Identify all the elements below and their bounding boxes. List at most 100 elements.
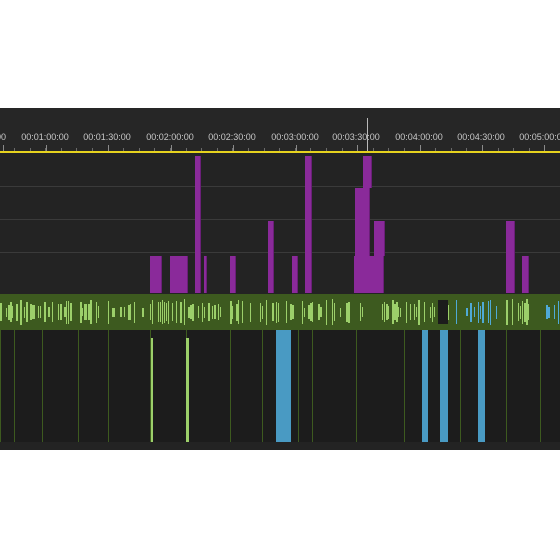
audio-clip-selected[interactable] bbox=[440, 330, 448, 442]
audio-clip-line[interactable] bbox=[298, 330, 299, 442]
timecode-label: 00:01:00:00 bbox=[21, 132, 69, 142]
audio-clip-line[interactable] bbox=[230, 330, 231, 442]
audio-waveform-line bbox=[424, 302, 425, 322]
audio-waveform-line bbox=[348, 301, 350, 323]
audio-waveform-line bbox=[166, 303, 167, 321]
audio-waveform-line bbox=[90, 300, 92, 324]
audio-waveform-line bbox=[260, 302, 261, 322]
audio-clip-line[interactable] bbox=[312, 330, 313, 442]
audio-waveform-line bbox=[44, 302, 46, 322]
audio-waveform-line bbox=[164, 301, 165, 323]
video-clip[interactable] bbox=[363, 156, 372, 188]
ruler-tick bbox=[466, 148, 467, 151]
audio-clip-line[interactable] bbox=[540, 330, 541, 442]
audio-waveform-line bbox=[128, 304, 130, 320]
timecode-label: 00 bbox=[0, 132, 7, 142]
audio-track-2[interactable] bbox=[0, 330, 560, 442]
audio-waveform-line bbox=[6, 307, 7, 317]
ruler-tick bbox=[30, 148, 31, 151]
audio-clip-line[interactable] bbox=[262, 330, 263, 442]
audio-waveform-line bbox=[548, 306, 550, 318]
audio-track-1[interactable] bbox=[0, 294, 560, 330]
audio-clip-line[interactable] bbox=[42, 330, 43, 442]
ruler-tick bbox=[342, 148, 343, 151]
time-ruler[interactable]: 00 00:01:00:00 00:01:30:00 00:02:00:00 00:02… bbox=[0, 108, 560, 152]
video-clip[interactable] bbox=[268, 221, 274, 293]
audio-waveform-line bbox=[310, 303, 312, 321]
audio-waveform-line bbox=[158, 302, 159, 322]
audio-waveform-line bbox=[66, 300, 67, 324]
audio-clip-line[interactable] bbox=[14, 330, 15, 442]
video-clip[interactable] bbox=[522, 256, 529, 293]
audio-waveform-line bbox=[208, 303, 210, 321]
ruler-tick-major bbox=[544, 145, 545, 151]
video-clip[interactable] bbox=[230, 256, 236, 293]
audio-clip-line[interactable] bbox=[108, 330, 109, 442]
audio-waveform-line bbox=[320, 307, 322, 317]
audio-waveform-line bbox=[416, 307, 417, 317]
ruler-tick bbox=[248, 148, 249, 151]
audio-waveform-line bbox=[334, 303, 335, 321]
video-clip[interactable] bbox=[374, 221, 385, 256]
audio-waveform-line bbox=[176, 301, 177, 323]
ruler-tick bbox=[14, 148, 15, 151]
timecode-label: 00:04:30:00 bbox=[457, 132, 505, 142]
video-clip[interactable] bbox=[150, 256, 162, 293]
audio-waveform-line bbox=[558, 300, 559, 324]
audio-clip-line[interactable] bbox=[404, 330, 405, 442]
video-clip[interactable] bbox=[506, 221, 515, 293]
audio-waveform-line bbox=[384, 302, 385, 322]
video-clip[interactable] bbox=[170, 256, 188, 293]
timeline-panel[interactable]: 00 00:01:00:00 00:01:30:00 00:02:00:00 00:02… bbox=[0, 108, 560, 450]
ruler-tick bbox=[388, 148, 389, 151]
audio-clip-selected[interactable] bbox=[478, 330, 485, 442]
audio-waveform-line bbox=[524, 302, 526, 322]
audio-waveform-line bbox=[276, 301, 277, 323]
ruler-tick bbox=[435, 148, 436, 151]
audio-waveform-line bbox=[546, 305, 548, 319]
video-clip[interactable] bbox=[305, 156, 312, 293]
video-clip[interactable] bbox=[195, 156, 201, 293]
audio-waveform-line bbox=[360, 303, 361, 321]
audio-waveform-line bbox=[32, 305, 34, 319]
audio-waveform-line bbox=[394, 304, 396, 320]
playhead[interactable] bbox=[367, 118, 368, 152]
audio-waveform-line bbox=[68, 300, 69, 324]
audio-clip[interactable] bbox=[151, 338, 153, 442]
audio-clip-line[interactable] bbox=[150, 330, 151, 442]
audio-waveform-line bbox=[20, 299, 22, 325]
ruler-tick-major bbox=[3, 145, 4, 151]
audio-waveform-line bbox=[124, 307, 125, 317]
audio-clip[interactable] bbox=[186, 338, 189, 442]
audio-waveform-line bbox=[212, 305, 213, 319]
video-clip[interactable] bbox=[204, 256, 207, 293]
audio-waveform-line bbox=[448, 304, 449, 320]
ruler-tick bbox=[92, 148, 93, 151]
audio-clip-line[interactable] bbox=[78, 330, 79, 442]
audio-waveform-line bbox=[198, 306, 199, 318]
audio-clip-line[interactable] bbox=[0, 330, 1, 442]
video-clip[interactable] bbox=[369, 256, 384, 293]
audio-clip-selected[interactable] bbox=[276, 330, 291, 442]
ruler-tick bbox=[154, 148, 155, 151]
audio-waveform-line bbox=[16, 303, 18, 321]
audio-clip-line[interactable] bbox=[460, 330, 461, 442]
work-area-bar[interactable] bbox=[0, 151, 560, 153]
audio-waveform-line bbox=[30, 304, 32, 320]
audio-waveform-line bbox=[488, 301, 489, 323]
audio-waveform-line bbox=[60, 304, 62, 320]
audio-waveform-line bbox=[480, 305, 481, 319]
audio-clip-selected[interactable] bbox=[422, 330, 428, 442]
audio-clip-line[interactable] bbox=[506, 330, 507, 442]
ruler-tick-major bbox=[296, 145, 297, 151]
audio-waveform-line bbox=[220, 307, 221, 317]
ruler-tick-major bbox=[233, 145, 234, 151]
audio-waveform-line bbox=[58, 304, 59, 320]
audio-waveform-line bbox=[406, 301, 407, 323]
audio-clip-line[interactable] bbox=[356, 330, 357, 442]
audio-waveform-line bbox=[64, 307, 66, 317]
audio-waveform-line bbox=[24, 306, 25, 318]
video-clip[interactable] bbox=[292, 256, 298, 293]
ruler-tick bbox=[404, 148, 405, 151]
audio-waveform-line bbox=[80, 301, 82, 323]
